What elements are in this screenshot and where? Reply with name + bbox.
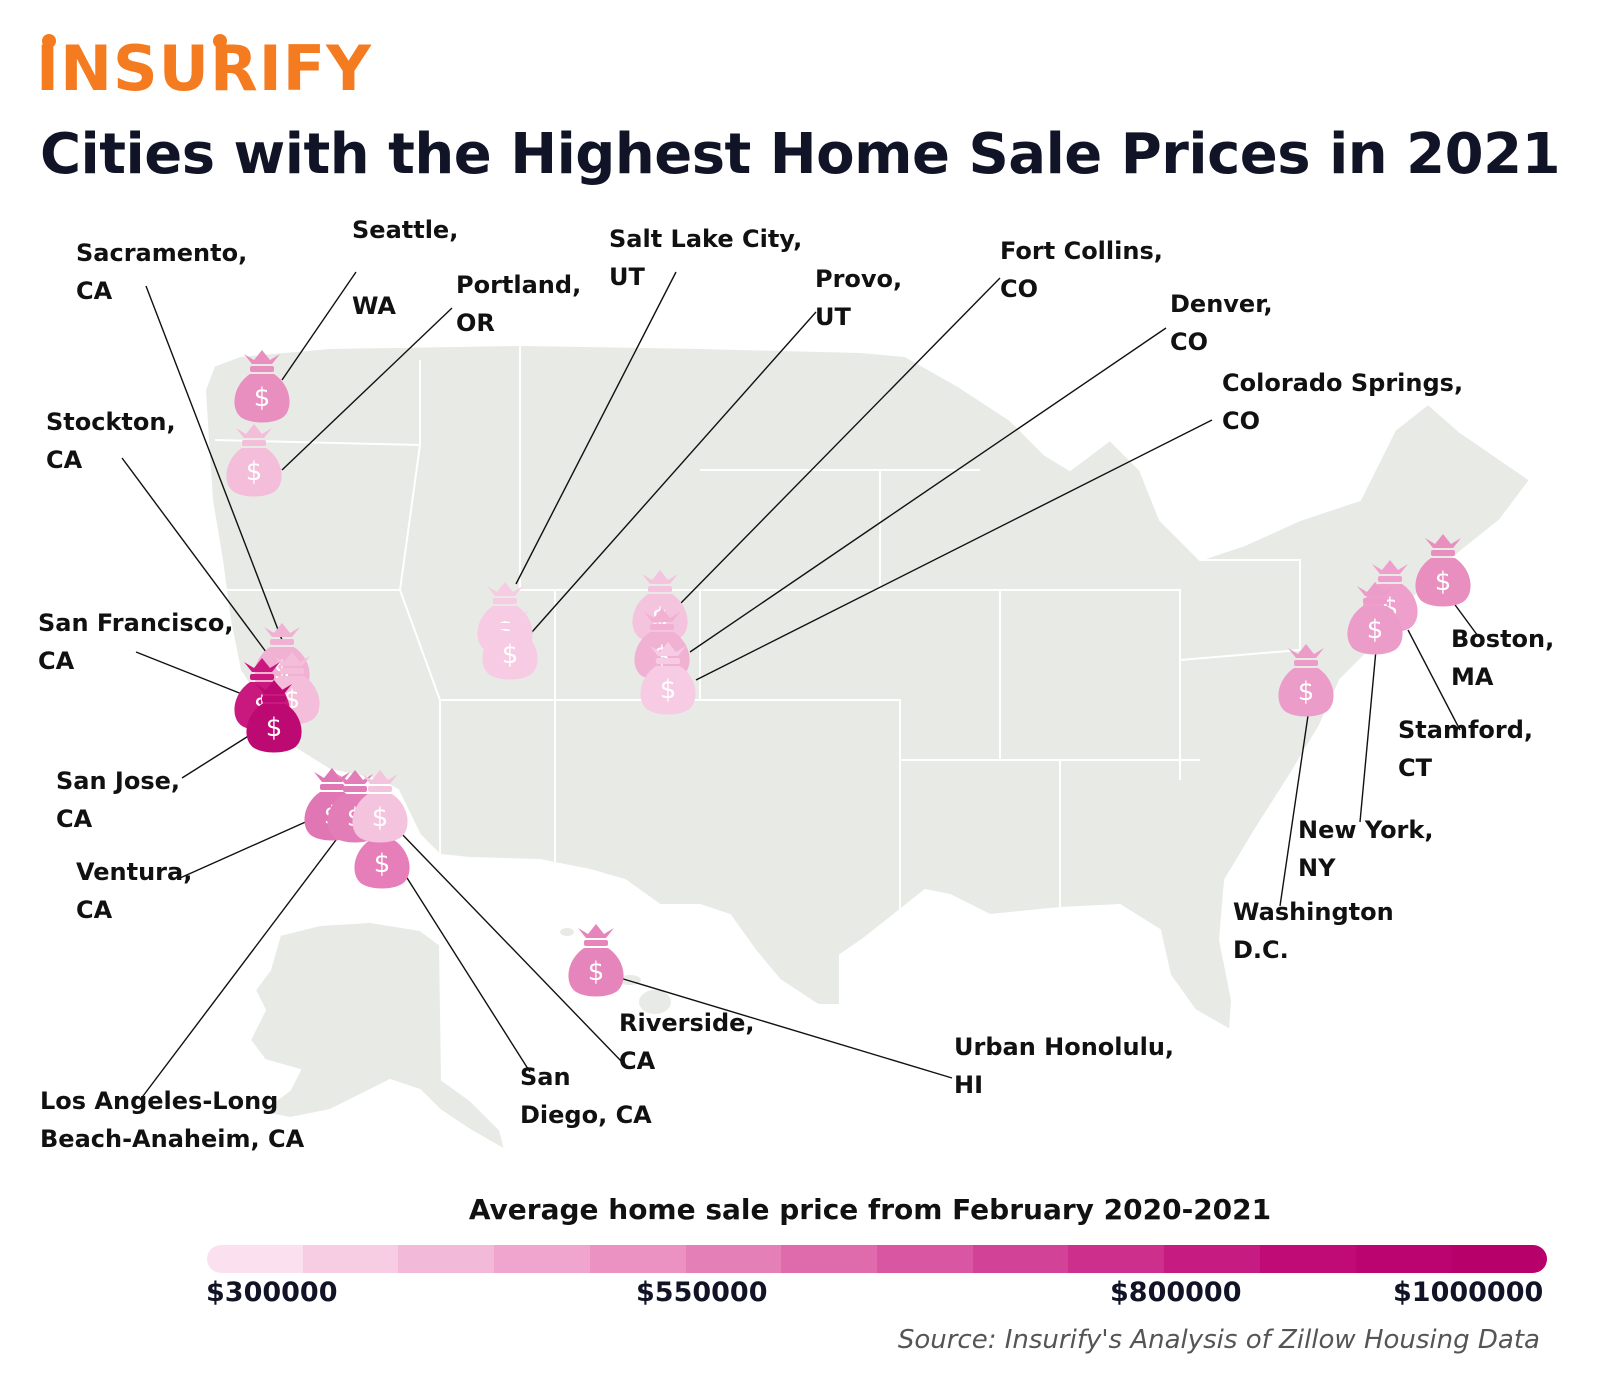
- money-bag-icon-boston-ma: $: [1415, 534, 1471, 607]
- svg-text:$: $: [588, 957, 605, 987]
- label-colorado-springs: Colorado Springs, CO: [1222, 369, 1464, 435]
- leader-line: [281, 271, 357, 381]
- svg-text:$: $: [254, 383, 271, 413]
- svg-text:$: $: [502, 640, 519, 670]
- label-fort-collins: Fort Collins, CO: [1000, 237, 1163, 303]
- label-new-york: New York, NY: [1298, 816, 1434, 882]
- label-honolulu: Urban Honolulu, HI: [954, 1033, 1175, 1099]
- label-stockton: Stockton, CA: [46, 408, 176, 474]
- state-boundaries: [214, 345, 1301, 910]
- leader-line: [121, 457, 273, 661]
- svg-text:$: $: [266, 713, 283, 743]
- label-san-francisco: San Francisco, CA: [38, 609, 234, 675]
- price-markers: $$$$$$$$$$$$$$$$$$$$: [226, 350, 1471, 997]
- leader-line: [135, 651, 253, 699]
- money-bag-icon-san-jose-ca: $: [246, 680, 302, 753]
- svg-text:$: $: [1298, 677, 1315, 707]
- leader-line: [679, 277, 1001, 605]
- leader-line: [397, 829, 623, 1063]
- label-boston: Boston, MA: [1451, 625, 1555, 691]
- leader-line: [531, 311, 817, 633]
- label-provo: Provo, UT: [815, 265, 903, 331]
- leader-line: [695, 419, 1213, 681]
- svg-text:$: $: [660, 675, 677, 705]
- leader-lines: [121, 271, 1479, 1101]
- leader-line: [145, 285, 283, 641]
- svg-text:$: $: [372, 803, 389, 833]
- money-bag-icon-urban-honolulu-hi: $: [568, 924, 624, 997]
- money-bag-icon-riverside-ca: $: [352, 770, 408, 843]
- leader-line: [401, 869, 531, 1073]
- leader-line: [619, 977, 953, 1079]
- money-bag-icon-provo-ut: $: [482, 607, 538, 680]
- leader-line: [1279, 701, 1311, 907]
- source-note: Source: Insurify's Analysis of Zillow Ho…: [897, 1325, 1540, 1355]
- legend-tick-3: $800000: [1110, 1277, 1242, 1308]
- leader-line: [689, 327, 1167, 653]
- leader-line: [139, 827, 346, 1101]
- brand-logo: INSURIFY: [36, 32, 373, 105]
- page-title: Cities with the Highest Home Sale Prices…: [39, 122, 1561, 187]
- label-stamford: Stamford, CT: [1398, 716, 1534, 782]
- leader-line: [181, 734, 251, 779]
- label-denver: Denver, CO: [1170, 290, 1273, 356]
- money-bag-icon-new-york-ny: $: [1347, 582, 1403, 655]
- leader-line: [1359, 649, 1377, 823]
- alaska-shape: [248, 920, 507, 1153]
- money-bag-icon-portland-or: $: [226, 424, 282, 497]
- leader-line: [1407, 629, 1461, 731]
- svg-text:$: $: [1367, 615, 1384, 645]
- leader-line: [179, 819, 311, 879]
- leader-line: [515, 271, 677, 585]
- label-washington-dc: Washington D.C.: [1233, 898, 1394, 964]
- label-sacramento: Sacramento, CA: [76, 239, 248, 305]
- label-seattle: Seattle, WA: [352, 216, 459, 320]
- money-bag-icon-washington-d-c: $: [1278, 644, 1334, 717]
- money-bag-icon-seattle-wa: $: [234, 350, 290, 423]
- legend-color-scale: [207, 1245, 1547, 1273]
- label-san-jose: San Jose, CA: [56, 767, 181, 833]
- contiguous-us-shape: [203, 343, 1532, 1032]
- leader-line: [281, 307, 453, 471]
- legend-tick-2: $550000: [636, 1277, 768, 1308]
- hawaii-island-1: [558, 926, 576, 938]
- label-san-diego: San Diego, CA: [520, 1063, 652, 1129]
- label-riverside: Riverside, CA: [619, 1009, 755, 1075]
- legend-title: Average home sale price from February 20…: [468, 1193, 1272, 1226]
- money-bag-icon-colorado-springs-co: $: [640, 642, 696, 715]
- legend-tick-min: $300000: [206, 1277, 338, 1308]
- label-portland: Portland, OR: [456, 271, 582, 337]
- label-los-angeles: Los Angeles-Long Beach-Anaheim, CA: [40, 1087, 305, 1153]
- svg-text:$: $: [374, 849, 391, 879]
- svg-text:$: $: [1435, 567, 1452, 597]
- legend-tick-max: $1000000: [1393, 1277, 1544, 1308]
- svg-text:$: $: [246, 457, 263, 487]
- label-salt-lake-city: Salt Lake City, UT: [609, 225, 803, 291]
- label-ventura: Ventura, CA: [76, 858, 193, 924]
